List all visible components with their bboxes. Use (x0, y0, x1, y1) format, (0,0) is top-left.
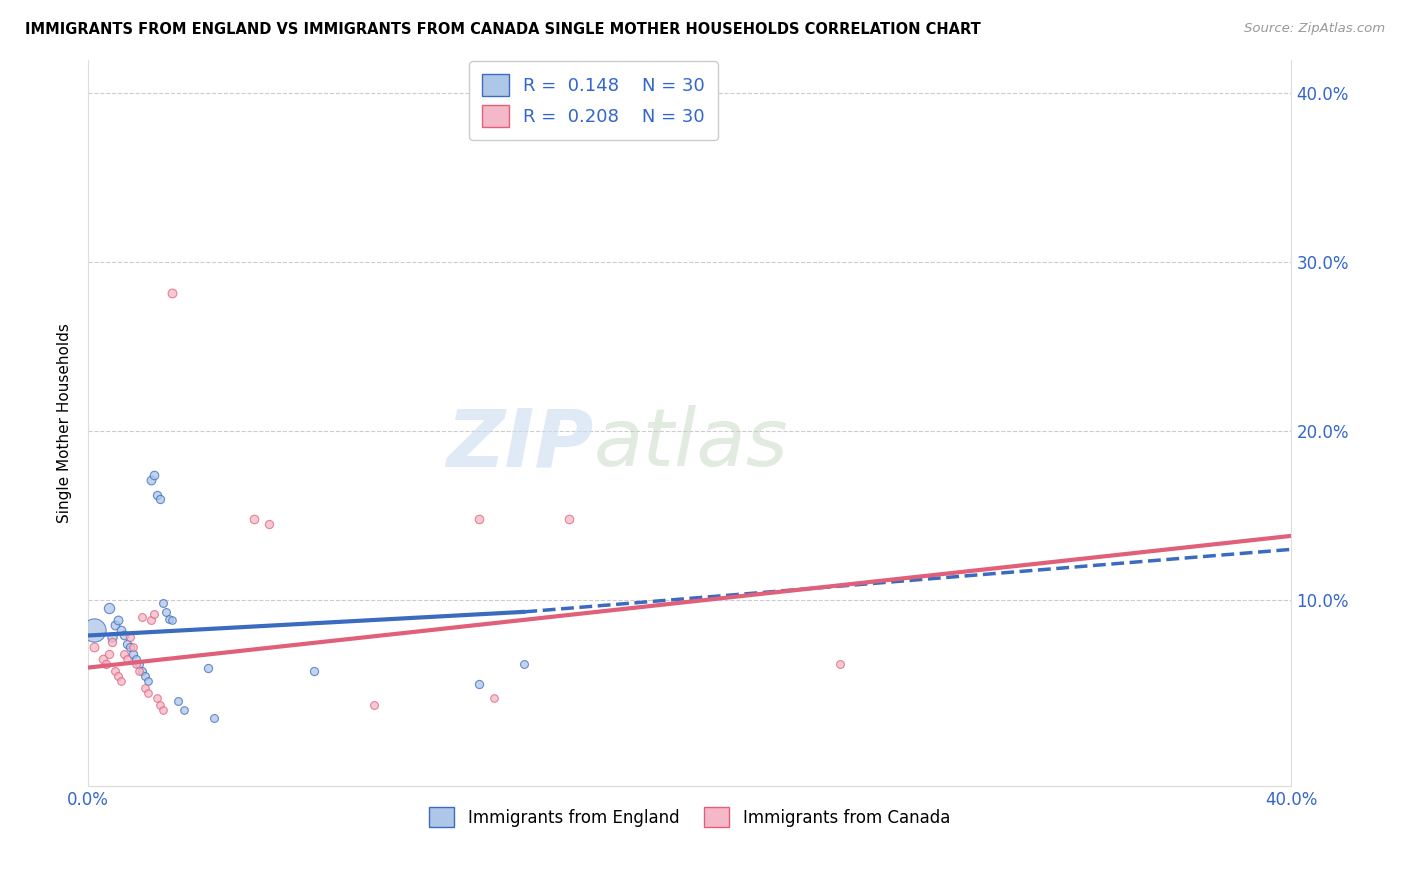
Point (101, 630, 124, 644)
Point (101, 635, 124, 649)
Point (112, 647, 135, 661)
Point (149, 491, 172, 506)
Point (204, 711, 226, 725)
Point (91, 652, 114, 666)
Point (167, 694, 190, 708)
Point (157, 611, 180, 625)
Text: atlas: atlas (593, 406, 789, 483)
Point (125, 657, 148, 672)
Point (104, 664, 127, 678)
Point (107, 669, 129, 683)
Point (134, 681, 156, 695)
Point (363, 698, 385, 712)
Point (155, 605, 177, 619)
Point (98, 647, 121, 661)
Point (98, 601, 121, 615)
Point (83, 624, 105, 638)
Point (484, 690, 506, 705)
Point (131, 664, 153, 678)
Point (162, 613, 184, 627)
Point (152, 703, 174, 717)
Point (149, 698, 172, 712)
Point (141, 613, 163, 627)
Point (128, 657, 150, 672)
Point (302, 664, 325, 678)
Point (830, 657, 852, 672)
Text: ZIP: ZIP (446, 406, 593, 483)
Point (143, 468, 166, 483)
Point (242, 512, 264, 526)
Point (122, 640, 145, 655)
Point (120, 630, 142, 644)
Point (117, 637, 139, 651)
Y-axis label: Single Mother Households: Single Mother Households (58, 323, 72, 523)
Point (112, 628, 135, 642)
Point (104, 618, 127, 632)
Point (136, 686, 159, 700)
Point (83, 640, 105, 655)
Point (125, 652, 148, 666)
Point (110, 674, 132, 689)
Point (146, 690, 169, 705)
Point (143, 607, 166, 621)
Point (257, 516, 280, 531)
Point (513, 657, 536, 672)
Point (558, 512, 581, 526)
Point (96, 657, 118, 672)
Point (152, 596, 174, 610)
Point (122, 647, 145, 661)
Point (146, 488, 169, 502)
Point (120, 640, 142, 655)
Point (128, 664, 150, 678)
Point (468, 677, 491, 691)
Text: Source: ZipAtlas.com: Source: ZipAtlas.com (1244, 22, 1385, 36)
Point (162, 285, 184, 300)
Point (131, 610, 153, 624)
Text: IMMIGRANTS FROM ENGLAND VS IMMIGRANTS FROM CANADA SINGLE MOTHER HOUSEHOLDS CORRE: IMMIGRANTS FROM ENGLAND VS IMMIGRANTS FR… (25, 22, 981, 37)
Point (117, 652, 139, 666)
Point (141, 473, 163, 487)
Legend: Immigrants from England, Immigrants from Canada: Immigrants from England, Immigrants from… (422, 798, 959, 836)
Point (134, 669, 156, 683)
Point (110, 624, 132, 638)
Point (468, 512, 491, 526)
Point (136, 674, 159, 689)
Point (173, 703, 195, 717)
Point (107, 613, 129, 627)
Point (197, 660, 219, 674)
